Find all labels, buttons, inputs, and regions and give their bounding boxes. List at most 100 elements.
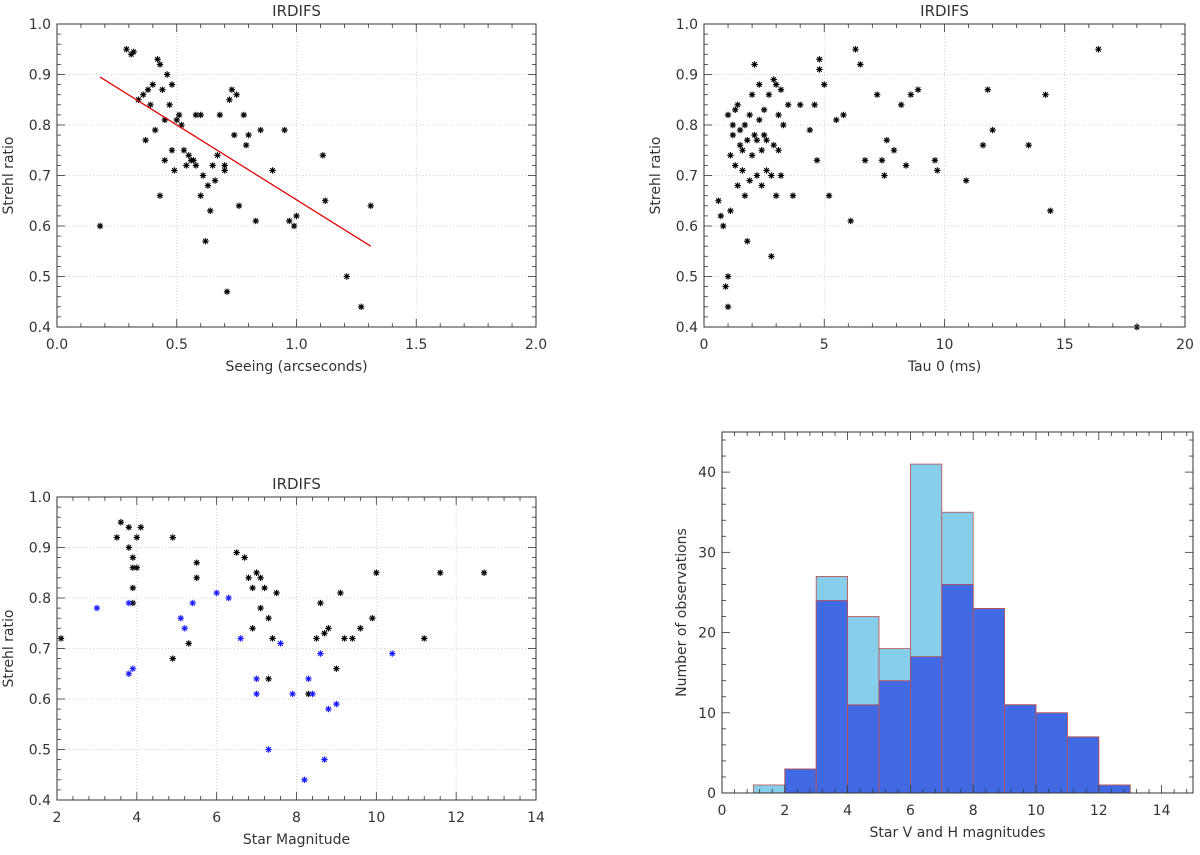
- data-point: [149, 81, 156, 88]
- data-point: [744, 136, 751, 144]
- y-tick-label: 0.8: [676, 118, 698, 134]
- x-tick-label: 8: [292, 810, 301, 826]
- data-point: [760, 106, 768, 114]
- data-point: [233, 91, 240, 98]
- data-point: [128, 51, 135, 58]
- data-point: [252, 217, 259, 225]
- data-point-blue: [125, 670, 133, 677]
- data-point: [797, 101, 804, 108]
- data-point: [125, 524, 133, 531]
- x-tick-label: 12: [1090, 803, 1108, 819]
- data-point-blue: [225, 594, 232, 602]
- data-point: [321, 630, 328, 637]
- data-point: [221, 167, 228, 174]
- data-point: [984, 86, 991, 93]
- data-point: [142, 136, 149, 144]
- data-point: [833, 116, 840, 124]
- data-point: [261, 584, 268, 592]
- data-point: [811, 101, 818, 108]
- data-point: [154, 56, 161, 63]
- y-tick-label: 1.0: [29, 17, 51, 33]
- data-point: [724, 303, 732, 310]
- y-tick-label: 0.5: [29, 270, 51, 286]
- data-point: [156, 61, 164, 68]
- data-point-blue: [321, 756, 328, 763]
- y-tick-label: 20: [698, 626, 716, 642]
- histogram-bar-h: [941, 584, 974, 794]
- data-point: [813, 157, 821, 164]
- data-point: [806, 126, 814, 134]
- data-point: [343, 273, 350, 280]
- y-tick-label: 0.7: [29, 169, 51, 185]
- data-point: [253, 569, 260, 576]
- y-tick-label: 30: [698, 545, 716, 561]
- data-point: [257, 574, 264, 581]
- data-point: [437, 569, 444, 576]
- data-point: [249, 584, 256, 592]
- data-point: [197, 111, 204, 119]
- y-tick-label: 40: [698, 465, 716, 481]
- histogram-bar-h: [1004, 704, 1037, 794]
- data-point: [768, 172, 775, 179]
- data-point: [190, 157, 197, 164]
- histogram-bar-h: [878, 680, 911, 794]
- data-point: [249, 625, 256, 632]
- x-tick-label: 8: [969, 803, 978, 819]
- data-point: [775, 147, 782, 154]
- data-point: [739, 147, 746, 154]
- data-point-blue: [333, 700, 340, 708]
- x-tick-label: 0.5: [166, 337, 188, 353]
- data-point: [760, 131, 768, 139]
- data-point: [736, 126, 744, 134]
- data-point: [751, 61, 758, 68]
- data-point: [129, 564, 137, 571]
- data-point: [197, 192, 204, 199]
- x-tick-label: 2.0: [525, 337, 547, 353]
- data-point: [333, 665, 340, 672]
- data-point: [156, 192, 164, 199]
- data-point: [185, 152, 192, 159]
- data-point: [734, 182, 741, 189]
- data-point-blue: [265, 746, 272, 753]
- data-point: [133, 564, 141, 571]
- data-point: [211, 177, 219, 184]
- data-point: [907, 91, 915, 98]
- data-point: [235, 202, 243, 209]
- x-tick-label: 6: [212, 810, 221, 826]
- y-tick-label: 1.0: [676, 17, 698, 33]
- histogram-bar-h: [815, 600, 849, 794]
- x-tick-label: 2: [780, 803, 789, 819]
- data-point: [209, 162, 216, 169]
- data-point: [720, 222, 727, 230]
- data-point: [233, 549, 240, 556]
- data-point-blue: [181, 625, 188, 632]
- chart-title: IRDIFS: [920, 2, 969, 20]
- x-tick-label: 14: [527, 810, 545, 826]
- fit-line: [99, 76, 372, 247]
- data-point-blue: [125, 599, 133, 607]
- y-tick-label: 0.5: [676, 270, 698, 286]
- data-point: [305, 690, 312, 698]
- x-tick-label: 12: [447, 810, 465, 826]
- data-point: [1042, 91, 1049, 98]
- data-point: [349, 635, 356, 642]
- x-tick-label: 15: [1056, 337, 1074, 353]
- data-point: [727, 207, 734, 215]
- data-point: [715, 197, 722, 204]
- data-point: [137, 524, 145, 531]
- y-tick-label: 0.8: [29, 118, 51, 134]
- data-point: [816, 56, 823, 63]
- data-point: [722, 283, 729, 290]
- data-point: [732, 106, 739, 114]
- data-point: [117, 519, 125, 526]
- y-axis-label: Number of observations: [674, 528, 690, 697]
- data-point: [789, 192, 797, 199]
- data-point: [226, 96, 233, 103]
- data-point-blue: [325, 705, 332, 713]
- data-point: [732, 162, 739, 169]
- data-point: [168, 147, 176, 154]
- data-point: [847, 217, 854, 225]
- data-point: [777, 172, 785, 179]
- data-point: [1025, 142, 1032, 149]
- y-tick-label: 0.5: [29, 743, 51, 759]
